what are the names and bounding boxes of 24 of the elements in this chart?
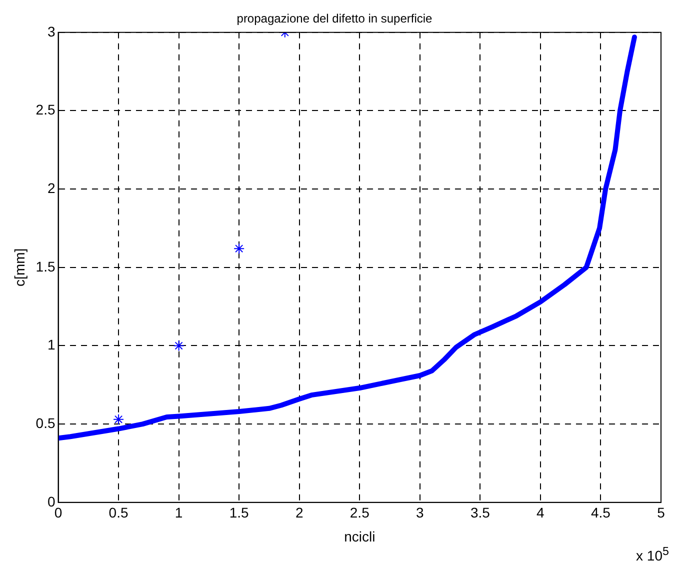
y-tick-label: 2.5: [36, 102, 56, 118]
x-tick-label: 3.5: [470, 504, 490, 521]
y-tick-label: 0.5: [36, 414, 56, 431]
point: [113, 414, 124, 425]
y-tick-label: 2: [47, 180, 56, 196]
chart-title: propagazione del difetto in superficie: [236, 12, 433, 26]
x-axis-title: ncicli: [344, 528, 376, 544]
x-tick-label: 2.5: [350, 504, 370, 521]
x-tick-label: 2: [295, 504, 304, 521]
x-tick-label: 4.5: [590, 504, 611, 521]
y-tick-label: 0: [47, 493, 56, 510]
x-tick-label: 3: [416, 504, 424, 521]
x-tick-label: 1: [174, 504, 183, 521]
point: [234, 243, 245, 254]
y-tick-label: 3: [47, 23, 56, 40]
x-tick-label: 0.5: [108, 504, 128, 521]
x-tick-label: 5: [657, 504, 666, 521]
y-tick-label: 1.5: [36, 258, 56, 274]
y-tick-label: 1: [47, 336, 56, 353]
text: x 10$^{5}$: [636, 545, 669, 564]
point: [173, 340, 184, 352]
y-axis-title: c[mm]: [11, 248, 28, 286]
x-tick-label: 4: [536, 504, 545, 521]
x-tick-label: 1.5: [229, 504, 250, 521]
